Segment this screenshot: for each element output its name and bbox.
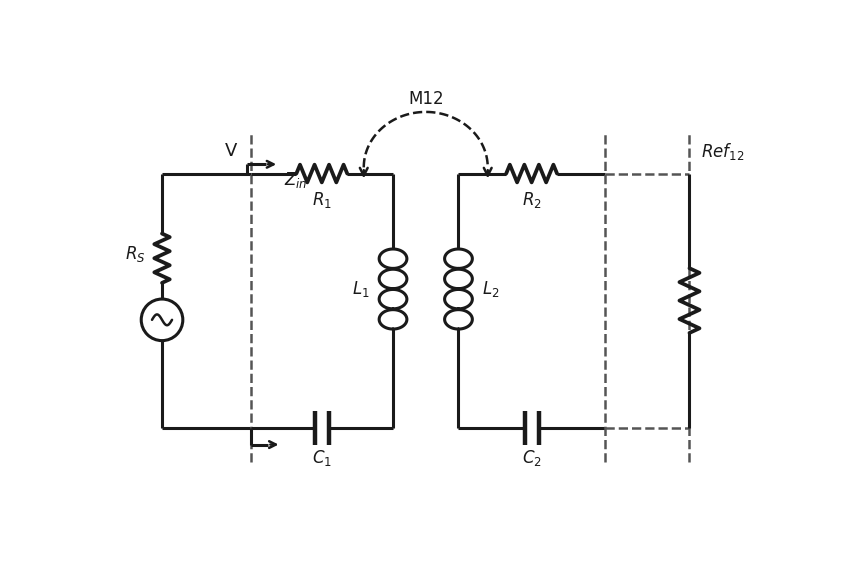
Text: $L_2$: $L_2$	[482, 279, 499, 299]
Text: $R_2$: $R_2$	[522, 191, 542, 210]
Text: $Ref_{12}$: $Ref_{12}$	[701, 141, 745, 162]
Text: $L_1$: $L_1$	[352, 279, 370, 299]
Text: $R_S$: $R_S$	[125, 244, 145, 264]
Text: $C_2$: $C_2$	[522, 448, 542, 468]
Text: $C_1$: $C_1$	[312, 448, 332, 468]
Text: V: V	[225, 142, 237, 160]
Text: $Z_{in}$: $Z_{in}$	[284, 171, 307, 191]
Text: $R_1$: $R_1$	[312, 191, 332, 210]
Text: M12: M12	[408, 90, 444, 108]
